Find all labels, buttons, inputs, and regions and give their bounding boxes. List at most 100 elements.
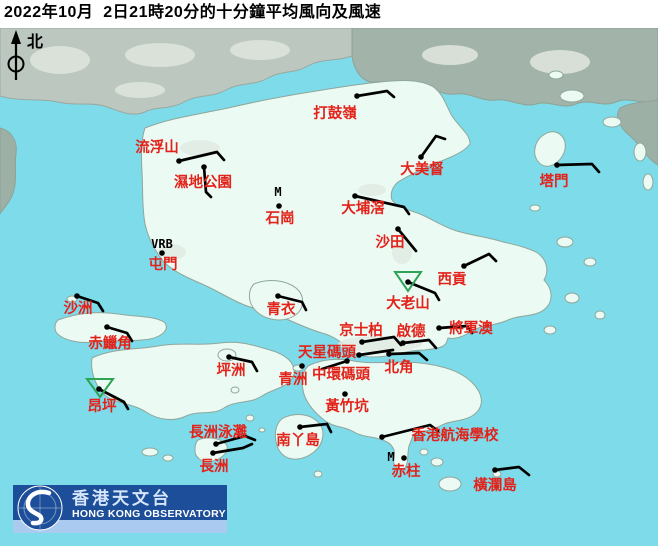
station-dot xyxy=(297,424,303,430)
station-dot xyxy=(226,354,232,360)
station-green-island: 青洲 xyxy=(279,363,308,388)
urban-texture xyxy=(30,46,90,74)
station-label: 石崗 xyxy=(265,209,295,227)
hill-station-triangle-icon xyxy=(393,271,423,293)
station-dot xyxy=(436,325,442,331)
hong-kong-island xyxy=(301,358,482,470)
station-tap-mun: 塔門 xyxy=(540,162,601,190)
wind-barb xyxy=(493,465,531,477)
logo-title-english: HONG KONG OBSERVATORY xyxy=(72,508,226,520)
station-label: 京士柏 xyxy=(339,321,383,339)
station-label: 黃竹坑 xyxy=(325,397,369,415)
station-label: 中環碼頭 xyxy=(312,365,370,383)
station-sha-tin: 沙田 xyxy=(376,226,418,253)
station-dot xyxy=(74,293,80,299)
wind-barb xyxy=(401,338,438,350)
station-label: 長洲 xyxy=(200,458,229,475)
hill-station-triangle-icon xyxy=(85,378,115,399)
mainland-terrain xyxy=(0,28,658,215)
station-wetland-park: 濕地公園 xyxy=(174,164,232,199)
station-dot xyxy=(395,226,401,232)
station-hk-sea-school: 香港航海學校 xyxy=(379,423,499,444)
station-wong-chuk-hang: 黃竹坑 xyxy=(325,391,369,415)
wind-barb xyxy=(211,442,254,455)
station-label: 屯門 xyxy=(149,255,178,273)
station-ngong-ping: 昂坪 xyxy=(85,378,130,415)
station-cheung-chau-beach: 長洲泳灘 xyxy=(189,423,257,447)
station-label: 大美督 xyxy=(400,160,444,178)
station-label: 青洲 xyxy=(279,370,308,388)
station-dot xyxy=(176,158,182,164)
north-arrow-circle-icon xyxy=(7,55,25,73)
wind-barb xyxy=(353,194,411,216)
station-dot xyxy=(344,358,350,364)
urban-texture xyxy=(230,40,290,60)
station-dot xyxy=(201,164,207,170)
station-label: 南丫島 xyxy=(276,431,320,449)
station-label: 赤柱 xyxy=(392,462,421,480)
station-label: 沙洲 xyxy=(64,300,93,317)
wind-barb xyxy=(437,324,474,335)
station-label: 坪洲 xyxy=(217,362,246,379)
wind-barb xyxy=(105,325,134,343)
hko-logo-banner: 香港天文台 HONG KONG OBSERVATORY xyxy=(13,485,227,533)
station-dot xyxy=(356,352,362,358)
station-dot xyxy=(354,93,360,99)
station-label: 濕地公園 xyxy=(174,173,232,191)
station-label: 昂坪 xyxy=(88,398,117,415)
station-dot xyxy=(342,391,348,397)
station-label: 打鼓嶺 xyxy=(313,104,357,122)
wind-barb xyxy=(320,359,349,371)
station-label: 赤鱲角 xyxy=(88,334,132,352)
deep-bay-west-shore xyxy=(0,127,17,215)
islet xyxy=(633,142,647,162)
hko-logo-swirl xyxy=(25,489,52,526)
station-label: 西貢 xyxy=(438,271,467,288)
islet xyxy=(583,257,597,267)
station-dot xyxy=(461,263,467,269)
town-texture xyxy=(392,240,412,264)
wind-barb xyxy=(177,150,226,163)
islet xyxy=(245,414,255,422)
station-label: 將軍澳 xyxy=(449,319,493,337)
islet xyxy=(602,116,622,128)
station-kai-tak: 啟德 xyxy=(397,322,438,350)
station-label: 天星碼頭 xyxy=(298,344,356,361)
station-central-pier: 中環碼頭 xyxy=(312,358,370,383)
station-label: 大埔滘 xyxy=(341,199,385,217)
station-shek-kong: M 石崗 xyxy=(265,185,295,227)
logo-title-chinese: 香港天文台 xyxy=(72,488,172,508)
station-tai-mei-tuk: 大美督 xyxy=(400,134,447,178)
station-sha-chau: 沙洲 xyxy=(64,293,105,317)
islet xyxy=(642,173,654,191)
wind-barb xyxy=(419,134,447,159)
wind-barb xyxy=(357,348,395,357)
new-territories-kowloon xyxy=(140,80,552,358)
station-tates-cairn: 大老山 xyxy=(386,271,441,312)
station-chek-lap-kok: 赤鱲角 xyxy=(88,324,134,352)
station-dot xyxy=(213,441,219,447)
town-texture xyxy=(338,336,422,352)
station-dot xyxy=(159,250,165,256)
wind-barb xyxy=(214,434,257,446)
station-label: 長洲泳灘 xyxy=(189,423,247,441)
station-dot xyxy=(104,324,110,330)
urban-texture xyxy=(125,43,195,67)
wind-barb xyxy=(406,280,441,302)
station-tseung-kwan-o: 將軍澳 xyxy=(436,319,493,337)
islet xyxy=(419,448,429,456)
station-stanley: M赤柱 xyxy=(387,450,421,480)
station-dot xyxy=(554,162,560,168)
logo-banner-light xyxy=(13,520,227,533)
station-star-ferry-pier: 天星碼頭 xyxy=(298,344,395,361)
town-texture xyxy=(358,184,386,196)
station-lau-fau-shan: 流浮山 xyxy=(135,138,226,164)
wind-barb xyxy=(355,89,396,99)
sha-chau-islet xyxy=(66,295,78,303)
wind-barb xyxy=(227,355,259,373)
station-north-point: 北角 xyxy=(385,351,429,376)
islet xyxy=(594,310,606,320)
station-dot xyxy=(275,293,281,299)
